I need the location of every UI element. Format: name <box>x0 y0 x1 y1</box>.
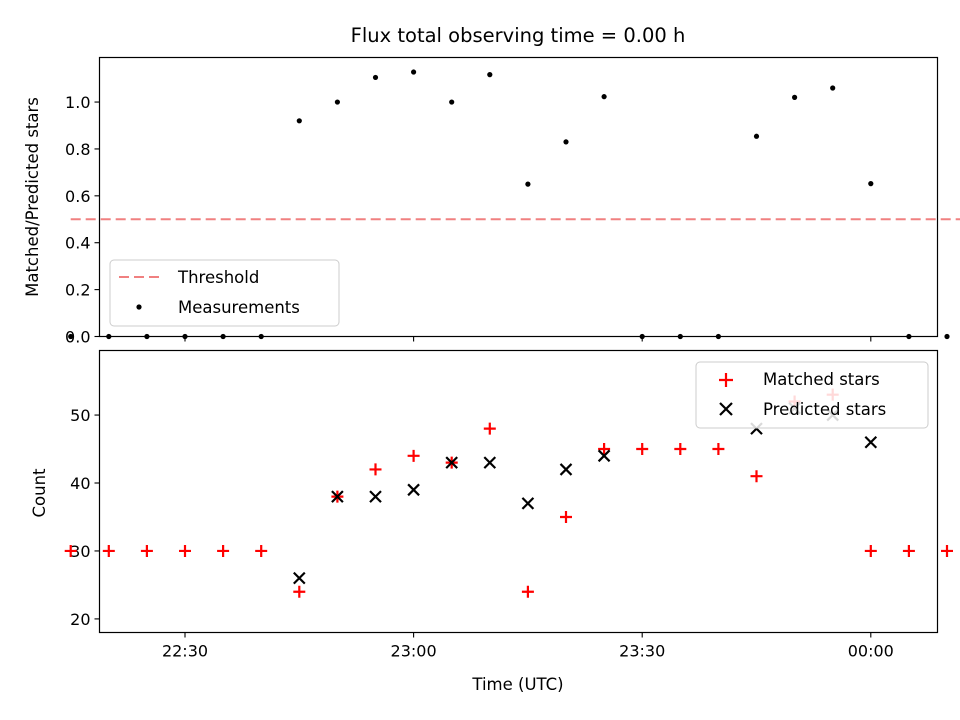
predicted-star-point <box>369 490 382 503</box>
bottom-y-tick-label: 50 <box>70 406 90 425</box>
top-y-tick-label: 0.2 <box>65 281 90 300</box>
matched-star-point <box>140 544 153 557</box>
predicted-star-point <box>483 456 497 469</box>
measurement-point <box>487 72 493 78</box>
top-y-tick-label: 0.0 <box>65 328 90 347</box>
measurement-point <box>753 133 760 139</box>
matched-star-point <box>483 422 496 435</box>
top-panel: Flux total observing time = 0.00 h Match… <box>23 24 960 347</box>
x-tick-label: 00:00 <box>848 642 894 661</box>
bottom-y-tick-label: 30 <box>70 542 90 561</box>
x-tick-label: 22:30 <box>162 642 208 661</box>
measurement-point <box>296 118 302 124</box>
legend-measurements-swatch <box>136 304 142 310</box>
matched-star-point <box>407 449 420 462</box>
legend-predicted-swatch <box>719 402 733 416</box>
legend-threshold-label: Threshold <box>177 268 259 287</box>
bottom-ticks: 2030405022:3023:0023:3000:0000:3001:0001… <box>70 406 894 661</box>
bottom-y-axis-label: Count <box>30 468 49 518</box>
bottom-plot-frame <box>98 349 939 634</box>
measurement-point <box>830 85 836 91</box>
predicted-star-point <box>407 483 420 497</box>
predicted-star-point <box>331 490 344 503</box>
matched-star-point <box>864 544 877 557</box>
x-tick-label: 23:30 <box>619 642 665 661</box>
measurement-point <box>868 181 874 187</box>
predicted-star-point <box>293 571 306 585</box>
bottom-y-tick-label: 40 <box>70 474 90 493</box>
top-marks <box>68 69 960 340</box>
measurement-point <box>68 333 74 340</box>
matched-star-point <box>102 544 115 557</box>
legend-measurements-label: Measurements <box>178 298 300 317</box>
measurement-point <box>601 94 607 100</box>
x-tick-label: 23:00 <box>391 642 437 661</box>
top-y-tick-label: 0.8 <box>65 140 90 159</box>
measurement-point <box>372 74 379 81</box>
matched-star-point <box>902 544 915 557</box>
chart-title: Flux total observing time = 0.00 h <box>351 24 686 47</box>
matched-star-point <box>560 510 572 523</box>
matched-star-point <box>179 544 191 557</box>
top-plot-frame <box>98 56 939 338</box>
predicted-star-point <box>445 456 458 469</box>
matched-star-point <box>369 463 382 476</box>
matched-star-point <box>521 585 534 598</box>
legend-predicted-label: Predicted stars <box>763 400 886 419</box>
matched-star-point <box>255 544 268 557</box>
bottom-legend: Matched stars Predicted stars <box>695 361 929 429</box>
measurement-point <box>411 69 417 75</box>
measurement-point <box>525 181 531 187</box>
matched-star-point <box>598 443 611 456</box>
predicted-star-point <box>597 449 611 463</box>
bottom-panel: Count Time (UTC) 20 30 40 50 22:30 23:00 23:30… <box>30 349 953 694</box>
matched-star-point <box>636 443 649 456</box>
x-axis-label: Time (UTC) <box>471 675 563 694</box>
top-legend: Threshold Measurements <box>109 259 340 327</box>
matched-star-point <box>674 443 687 456</box>
legend-matched-swatch <box>719 373 733 387</box>
predicted-star-point <box>864 435 878 449</box>
matched-star-point <box>941 544 953 557</box>
matched-star-point <box>750 470 763 483</box>
predicted-star-point <box>559 463 573 476</box>
top-y-tick-label: 0.4 <box>65 234 90 253</box>
top-y-tick-label: 0.6 <box>65 187 90 206</box>
matched-star-point <box>712 443 725 456</box>
bottom-y-tick-label: 20 <box>70 610 90 629</box>
matched-star-point <box>217 544 230 557</box>
top-y-tick-label: 1.0 <box>65 93 90 112</box>
predicted-star-point <box>521 497 535 510</box>
matched-star-point <box>64 544 77 557</box>
matched-star-point <box>293 585 306 598</box>
top-y-axis-label: Matched/Predicted stars <box>23 97 42 297</box>
measurement-point <box>792 94 798 100</box>
measurement-point <box>334 99 340 105</box>
measurement-point <box>563 139 569 145</box>
top-ticks: 0.0 0.2 0.4 0.6 0.8 1.0 <box>65 93 872 347</box>
measurement-point <box>449 99 455 105</box>
measurement-point <box>944 333 950 340</box>
legend-matched-label: Matched stars <box>763 370 880 389</box>
